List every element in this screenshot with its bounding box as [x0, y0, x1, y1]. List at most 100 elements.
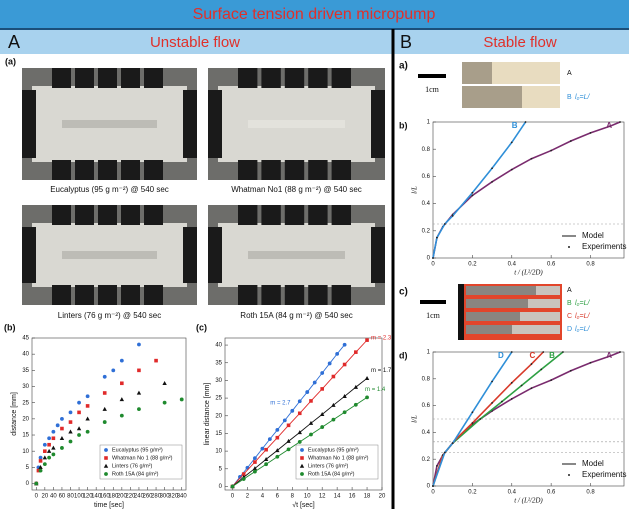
x-axis-label: time [sec]	[94, 502, 124, 509]
y-tick-label: 10	[22, 449, 29, 455]
data-point	[51, 429, 56, 434]
y-tick-label: 0	[26, 481, 30, 487]
y-tick-label: 40	[22, 352, 29, 358]
clip	[75, 160, 94, 180]
slope-label: m = 1.7	[371, 368, 392, 374]
data-point	[354, 350, 358, 354]
data-point	[76, 426, 82, 431]
wet-front	[462, 62, 492, 84]
data-point	[300, 456, 304, 460]
photo-caption: Roth 15A (84 g m⁻²) @ 540 sec	[240, 311, 352, 320]
data-point	[47, 442, 51, 447]
series-line	[432, 351, 513, 487]
strip-letter: A	[567, 287, 572, 294]
experiment-point	[436, 236, 438, 239]
strip-letter: B	[567, 300, 572, 307]
data-point	[286, 423, 291, 428]
clip	[22, 227, 36, 283]
y-tick-label: 0.6	[422, 403, 431, 409]
clip	[144, 68, 163, 88]
x-tick-label: 340	[177, 494, 188, 500]
data-point	[264, 447, 268, 452]
experiment-point	[609, 355, 612, 357]
data-point	[120, 381, 124, 386]
wet-front	[466, 286, 536, 295]
experiment-point	[491, 167, 493, 170]
y-axis-label: l/L	[411, 415, 419, 423]
data-point	[275, 448, 280, 453]
data-point	[179, 397, 184, 402]
x-tick-label: 0.2	[468, 262, 477, 268]
experiment-point	[471, 422, 474, 424]
data-point	[85, 429, 90, 434]
x-tick-label: 0.4	[508, 490, 517, 496]
x-tick-label: 80	[67, 494, 74, 500]
clip	[331, 285, 351, 305]
data-point	[68, 410, 73, 415]
data-point	[42, 462, 47, 467]
data-point	[331, 402, 336, 407]
clip	[52, 68, 71, 88]
experiment-point	[432, 485, 434, 487]
data-point	[85, 416, 90, 421]
data-point	[308, 420, 314, 425]
clip	[308, 285, 328, 305]
panel-letter: A	[8, 32, 20, 52]
experiment-point	[443, 451, 446, 454]
legend-label: Experiments	[582, 470, 626, 479]
data-point	[60, 446, 64, 450]
clip	[22, 90, 36, 158]
x-tick-label: 260	[142, 494, 153, 500]
x-tick-label: 8	[291, 494, 295, 500]
clip	[308, 205, 328, 225]
experiment-point	[550, 149, 553, 152]
data-point	[230, 484, 235, 489]
legend-label: Eucalyptus (95 g/m²)	[308, 447, 359, 453]
data-point	[320, 425, 325, 429]
experiment-point	[491, 380, 493, 383]
experiment-point	[451, 214, 454, 217]
y-tick-label: 0.4	[422, 430, 431, 436]
data-point	[85, 404, 90, 408]
chart: (b)0 20 40 60 80 1001201401601802002202402602…	[4, 322, 187, 508]
data-point	[364, 375, 370, 380]
x-tick-label: 6	[276, 494, 280, 500]
slope-label: m = 1.4	[365, 387, 386, 393]
experiment-point	[491, 180, 493, 183]
y-tick-label: 40	[215, 343, 222, 349]
experiment-point	[510, 351, 513, 353]
experiment-point	[471, 411, 474, 414]
data-point	[282, 418, 287, 423]
data-point	[46, 448, 52, 453]
data-point	[68, 420, 73, 424]
experiment-point	[619, 121, 621, 123]
slope-label: m = 2.3	[371, 336, 392, 342]
experiment-point	[530, 363, 533, 365]
clip	[284, 205, 305, 225]
data-point	[260, 446, 265, 451]
y-tick-label: 0.6	[422, 174, 431, 180]
legend-box	[99, 444, 183, 480]
y-tick-label: 0	[427, 256, 431, 262]
clip	[238, 68, 258, 88]
curve-label: A	[606, 121, 612, 130]
data-point	[342, 410, 347, 415]
clip	[75, 68, 94, 88]
data-point	[162, 400, 167, 405]
x-tick-label: 18	[364, 494, 371, 500]
data-point	[51, 436, 56, 441]
data-point	[300, 448, 304, 452]
clip	[121, 205, 140, 225]
wet-front	[466, 325, 512, 334]
experiment-point	[530, 157, 533, 160]
clip	[75, 285, 94, 305]
experiment-point	[609, 125, 612, 127]
chart: d) 0 0.2 0.4 0.6 0.8 0 0.2 0.4 0.6 0.8 1 t / (L²/2D)…	[399, 350, 626, 505]
data-point	[51, 452, 56, 457]
plot-area	[432, 351, 625, 487]
clip	[371, 227, 385, 283]
data-point	[119, 397, 125, 402]
experiment-point	[589, 131, 592, 134]
clip	[238, 205, 258, 225]
data-point	[342, 394, 347, 399]
